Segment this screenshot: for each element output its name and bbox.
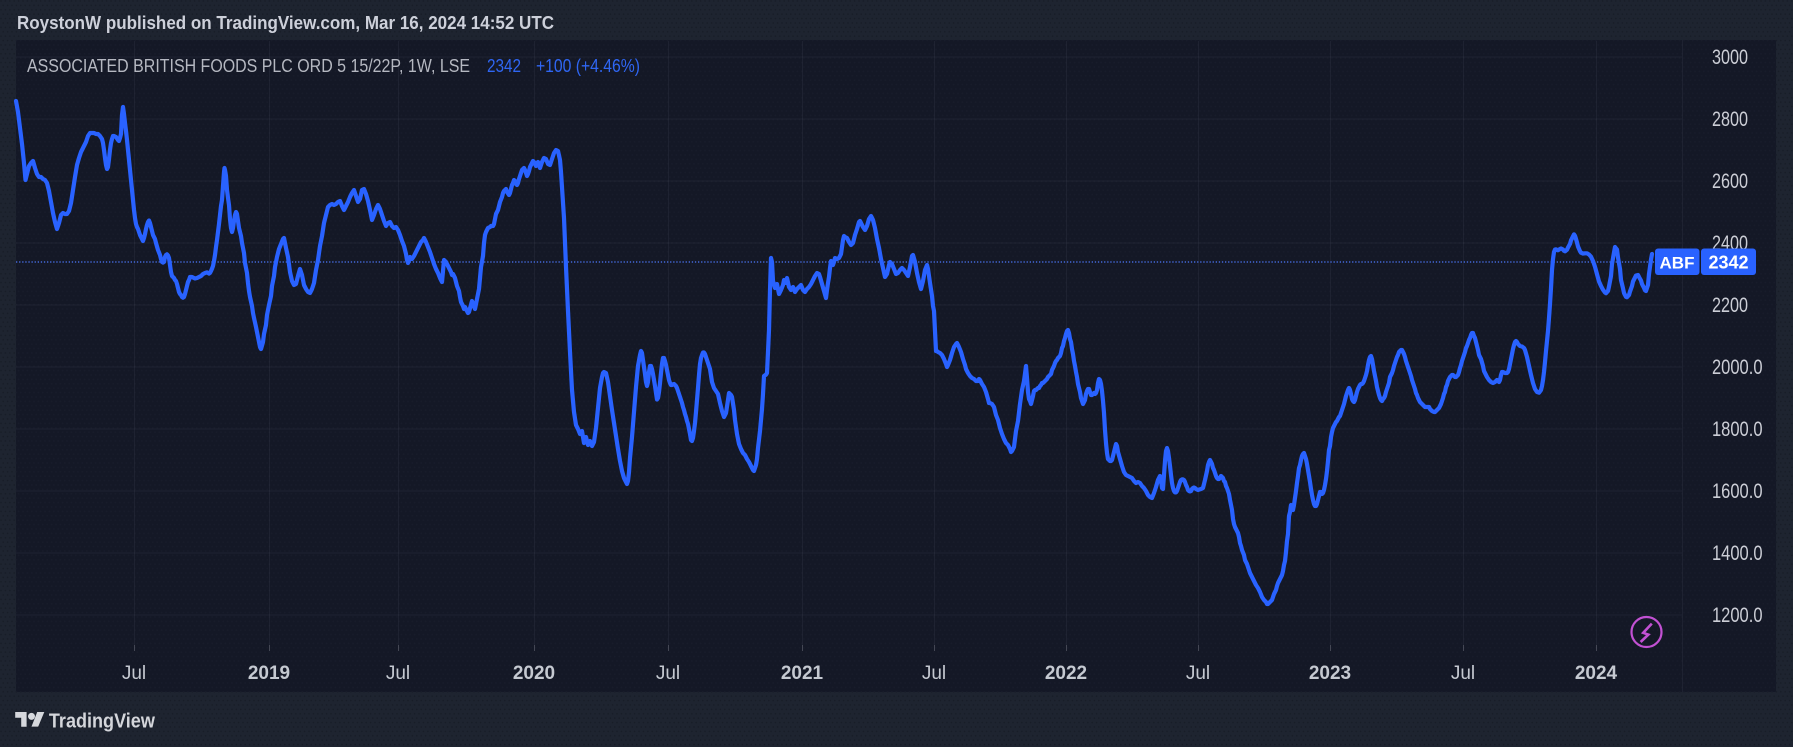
svg-text:2019: 2019 bbox=[248, 663, 290, 684]
svg-text:2200: 2200 bbox=[1712, 294, 1748, 317]
svg-text:2020: 2020 bbox=[513, 663, 555, 684]
svg-text:2800: 2800 bbox=[1712, 108, 1748, 131]
svg-text:1200.0: 1200.0 bbox=[1712, 604, 1763, 627]
svg-text:ABF: ABF bbox=[1660, 254, 1695, 273]
svg-text:Jul: Jul bbox=[1451, 663, 1475, 684]
svg-text:3000: 3000 bbox=[1712, 46, 1748, 69]
svg-text:Jul: Jul bbox=[1186, 663, 1210, 684]
svg-text:Jul: Jul bbox=[386, 663, 410, 684]
svg-text:2022: 2022 bbox=[1045, 663, 1087, 684]
svg-text:ASSOCIATED BRITISH FOODS PLC O: ASSOCIATED BRITISH FOODS PLC ORD 5 15/22… bbox=[27, 56, 470, 76]
svg-text:1800.0: 1800.0 bbox=[1712, 418, 1763, 441]
svg-text:Jul: Jul bbox=[922, 663, 946, 684]
svg-text:2600: 2600 bbox=[1712, 170, 1748, 193]
svg-text:2342: 2342 bbox=[487, 56, 521, 76]
svg-text:1600.0: 1600.0 bbox=[1712, 480, 1763, 503]
svg-text:1400.0: 1400.0 bbox=[1712, 542, 1763, 565]
svg-text:2021: 2021 bbox=[781, 663, 824, 684]
svg-text:TradingView: TradingView bbox=[49, 711, 155, 733]
svg-text:2000.0: 2000.0 bbox=[1712, 356, 1763, 379]
svg-text:+100 (+4.46%): +100 (+4.46%) bbox=[536, 56, 640, 76]
svg-text:2342: 2342 bbox=[1708, 253, 1748, 273]
svg-text:Jul: Jul bbox=[122, 663, 146, 684]
svg-text:2024: 2024 bbox=[1575, 663, 1618, 684]
svg-text:2023: 2023 bbox=[1309, 663, 1351, 684]
svg-text:Jul: Jul bbox=[656, 663, 680, 684]
svg-text:RoystonW published on TradingV: RoystonW published on TradingView.com, M… bbox=[17, 12, 554, 33]
